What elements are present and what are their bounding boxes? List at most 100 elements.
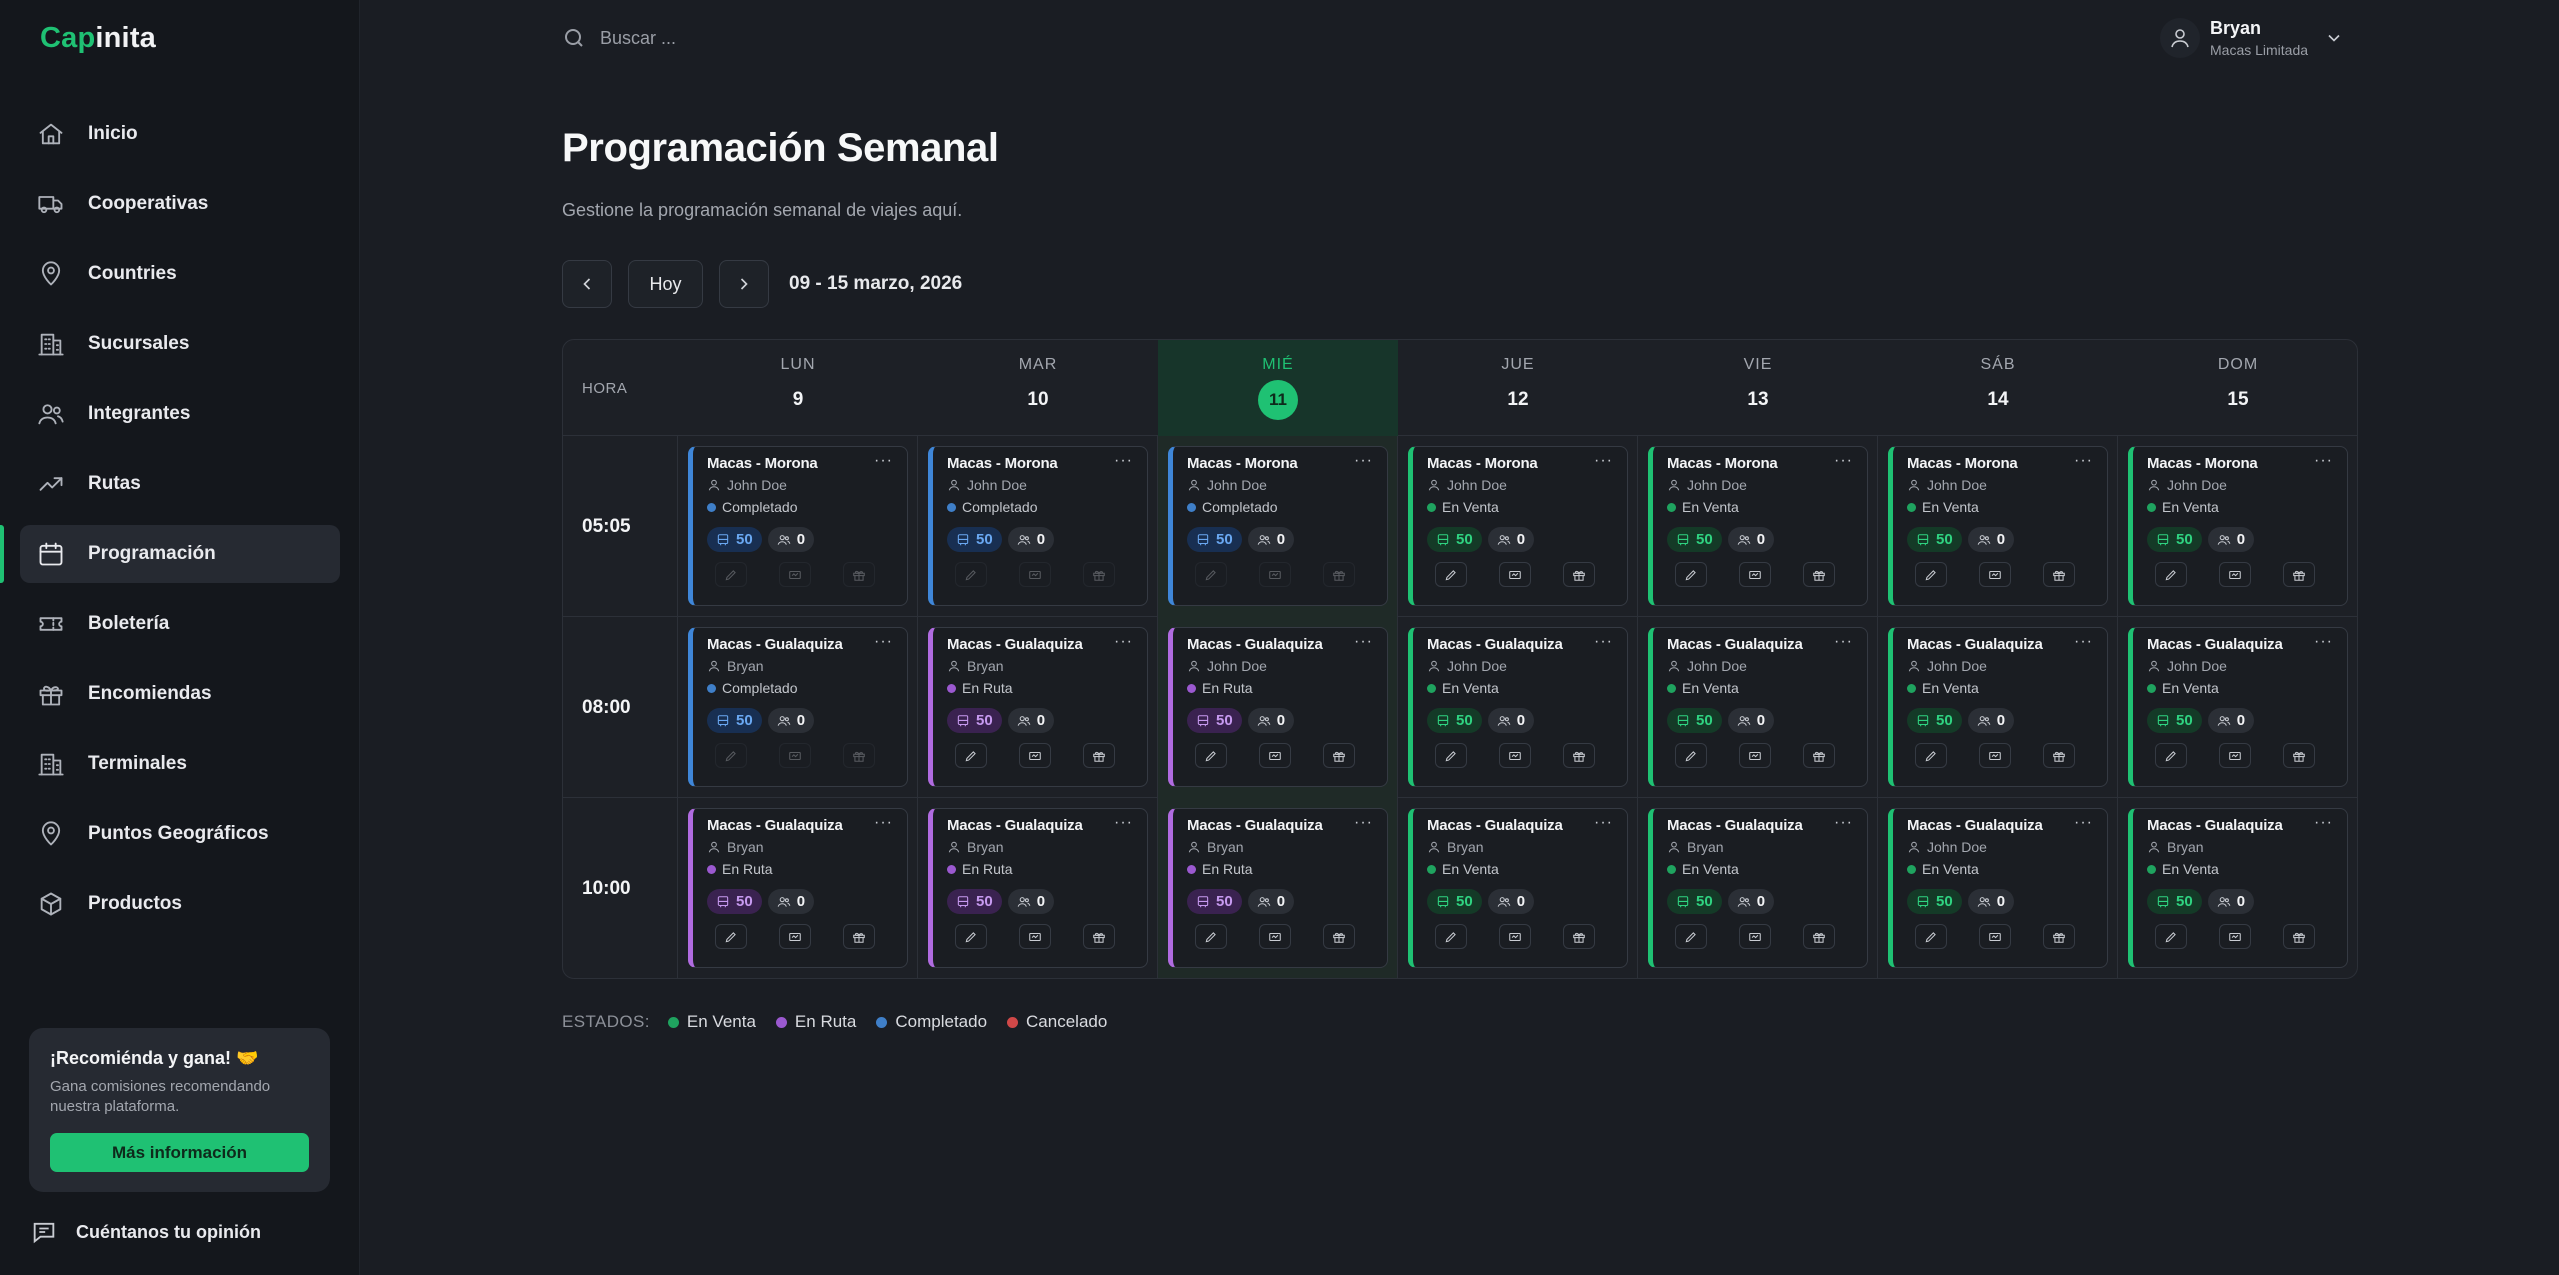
tickets-button[interactable] [1739, 743, 1771, 768]
parcels-button[interactable] [2043, 562, 2075, 587]
tickets-button[interactable] [2219, 562, 2251, 587]
edit-trip-button[interactable] [1195, 924, 1227, 949]
trip-card[interactable]: Macas - Morona ··· John Doe Completado 50 0 [928, 446, 1148, 606]
edit-trip-button[interactable] [1195, 743, 1227, 768]
trip-card[interactable]: Macas - Gualaquiza ··· Bryan Completado 50 0 [688, 627, 908, 787]
more-options-icon[interactable]: ··· [874, 633, 893, 650]
sidebar-item-boleteria[interactable]: Boletería [20, 595, 340, 653]
prev-week-button[interactable] [562, 260, 612, 308]
tickets-button[interactable] [1979, 743, 2011, 768]
parcels-button[interactable] [1563, 924, 1595, 949]
tickets-button[interactable] [2219, 743, 2251, 768]
sidebar-item-cooperativas[interactable]: Cooperativas [20, 175, 340, 233]
trip-card[interactable]: Macas - Gualaquiza ··· John Doe En Ruta 50 0 [1168, 627, 1388, 787]
parcels-button[interactable] [1323, 924, 1355, 949]
trip-card[interactable]: Macas - Gualaquiza ··· John Doe En Venta 50 0 [1888, 627, 2108, 787]
sidebar-item-productos[interactable]: Productos [20, 875, 340, 933]
edit-trip-button[interactable] [1435, 562, 1467, 587]
more-options-icon[interactable]: ··· [2314, 633, 2333, 650]
more-options-icon[interactable]: ··· [1834, 633, 1853, 650]
more-options-icon[interactable]: ··· [2074, 814, 2093, 831]
parcels-button[interactable] [2283, 562, 2315, 587]
trip-card[interactable]: Macas - Gualaquiza ··· John Doe En Venta 50 0 [1408, 627, 1628, 787]
today-button[interactable]: Hoy [628, 260, 703, 308]
parcels-button[interactable] [2283, 743, 2315, 768]
user-menu[interactable]: Bryan Macas Limitada [2160, 18, 2344, 58]
edit-trip-button[interactable] [1435, 924, 1467, 949]
trip-card[interactable]: Macas - Gualaquiza ··· Bryan En Ruta 50 0 [688, 808, 908, 968]
search-input[interactable] [600, 27, 900, 49]
tickets-button[interactable] [1259, 743, 1291, 768]
more-options-icon[interactable]: ··· [1594, 814, 1613, 831]
parcels-button[interactable] [2043, 924, 2075, 949]
trip-card[interactable]: Macas - Gualaquiza ··· Bryan En Venta 50 0 [1648, 808, 1868, 968]
trip-card[interactable]: Macas - Morona ··· John Doe En Venta 50 0 [1408, 446, 1628, 606]
tickets-button[interactable] [1019, 562, 1051, 587]
more-options-icon[interactable]: ··· [2314, 452, 2333, 469]
parcels-button[interactable] [2043, 743, 2075, 768]
tickets-button[interactable] [1739, 924, 1771, 949]
more-options-icon[interactable]: ··· [2314, 814, 2333, 831]
tickets-button[interactable] [779, 562, 811, 587]
edit-trip-button[interactable] [955, 562, 987, 587]
edit-trip-button[interactable] [715, 743, 747, 768]
parcels-button[interactable] [1803, 562, 1835, 587]
search-bar[interactable] [562, 26, 900, 50]
edit-trip-button[interactable] [1675, 924, 1707, 949]
trip-card[interactable]: Macas - Morona ··· John Doe En Venta 50 0 [1648, 446, 1868, 606]
trip-card[interactable]: Macas - Gualaquiza ··· Bryan En Ruta 50 0 [928, 627, 1148, 787]
parcels-button[interactable] [843, 562, 875, 587]
more-options-icon[interactable]: ··· [2074, 452, 2093, 469]
trip-card[interactable]: Macas - Gualaquiza ··· John Doe En Venta 50 0 [1648, 627, 1868, 787]
more-options-icon[interactable]: ··· [1354, 633, 1373, 650]
edit-trip-button[interactable] [1675, 743, 1707, 768]
parcels-button[interactable] [2283, 924, 2315, 949]
trip-card[interactable]: Macas - Morona ··· John Doe En Venta 50 0 [1888, 446, 2108, 606]
trip-card[interactable]: Macas - Gualaquiza ··· John Doe En Venta 50 0 [2128, 627, 2348, 787]
more-options-icon[interactable]: ··· [874, 452, 893, 469]
trip-card[interactable]: Macas - Morona ··· John Doe En Venta 50 0 [2128, 446, 2348, 606]
more-options-icon[interactable]: ··· [1594, 633, 1613, 650]
tickets-button[interactable] [1019, 924, 1051, 949]
tickets-button[interactable] [1499, 743, 1531, 768]
sidebar-item-terminales[interactable]: Terminales [20, 735, 340, 793]
edit-trip-button[interactable] [2155, 924, 2187, 949]
parcels-button[interactable] [1083, 924, 1115, 949]
parcels-button[interactable] [1083, 743, 1115, 768]
tickets-button[interactable] [1979, 924, 2011, 949]
tickets-button[interactable] [1259, 924, 1291, 949]
edit-trip-button[interactable] [1435, 743, 1467, 768]
more-options-icon[interactable]: ··· [1834, 814, 1853, 831]
next-week-button[interactable] [719, 260, 769, 308]
more-options-icon[interactable]: ··· [1114, 633, 1133, 650]
parcels-button[interactable] [1083, 562, 1115, 587]
app-logo[interactable]: Capinita [40, 22, 156, 55]
trip-card[interactable]: Macas - Gualaquiza ··· John Doe En Venta 50 0 [1888, 808, 2108, 968]
edit-trip-button[interactable] [955, 743, 987, 768]
tickets-button[interactable] [1739, 562, 1771, 587]
more-options-icon[interactable]: ··· [1354, 452, 1373, 469]
edit-trip-button[interactable] [1915, 562, 1947, 587]
sidebar-item-sucursales[interactable]: Sucursales [20, 315, 340, 373]
more-options-icon[interactable]: ··· [1114, 452, 1133, 469]
trip-card[interactable]: Macas - Gualaquiza ··· Bryan En Ruta 50 0 [1168, 808, 1388, 968]
edit-trip-button[interactable] [1915, 924, 1947, 949]
parcels-button[interactable] [1563, 743, 1595, 768]
edit-trip-button[interactable] [1675, 562, 1707, 587]
tickets-button[interactable] [779, 924, 811, 949]
parcels-button[interactable] [1563, 562, 1595, 587]
trip-card[interactable]: Macas - Gualaquiza ··· Bryan En Ruta 50 0 [928, 808, 1148, 968]
tickets-button[interactable] [1259, 562, 1291, 587]
more-options-icon[interactable]: ··· [1354, 814, 1373, 831]
tickets-button[interactable] [2219, 924, 2251, 949]
more-info-button[interactable]: Más información [50, 1133, 309, 1172]
trip-card[interactable]: Macas - Morona ··· John Doe Completado 50 0 [688, 446, 908, 606]
more-options-icon[interactable]: ··· [1594, 452, 1613, 469]
edit-trip-button[interactable] [2155, 562, 2187, 587]
sidebar-item-encomiendas[interactable]: Encomiendas [20, 665, 340, 723]
edit-trip-button[interactable] [955, 924, 987, 949]
edit-trip-button[interactable] [2155, 743, 2187, 768]
edit-trip-button[interactable] [1915, 743, 1947, 768]
more-options-icon[interactable]: ··· [874, 814, 893, 831]
tickets-button[interactable] [779, 743, 811, 768]
